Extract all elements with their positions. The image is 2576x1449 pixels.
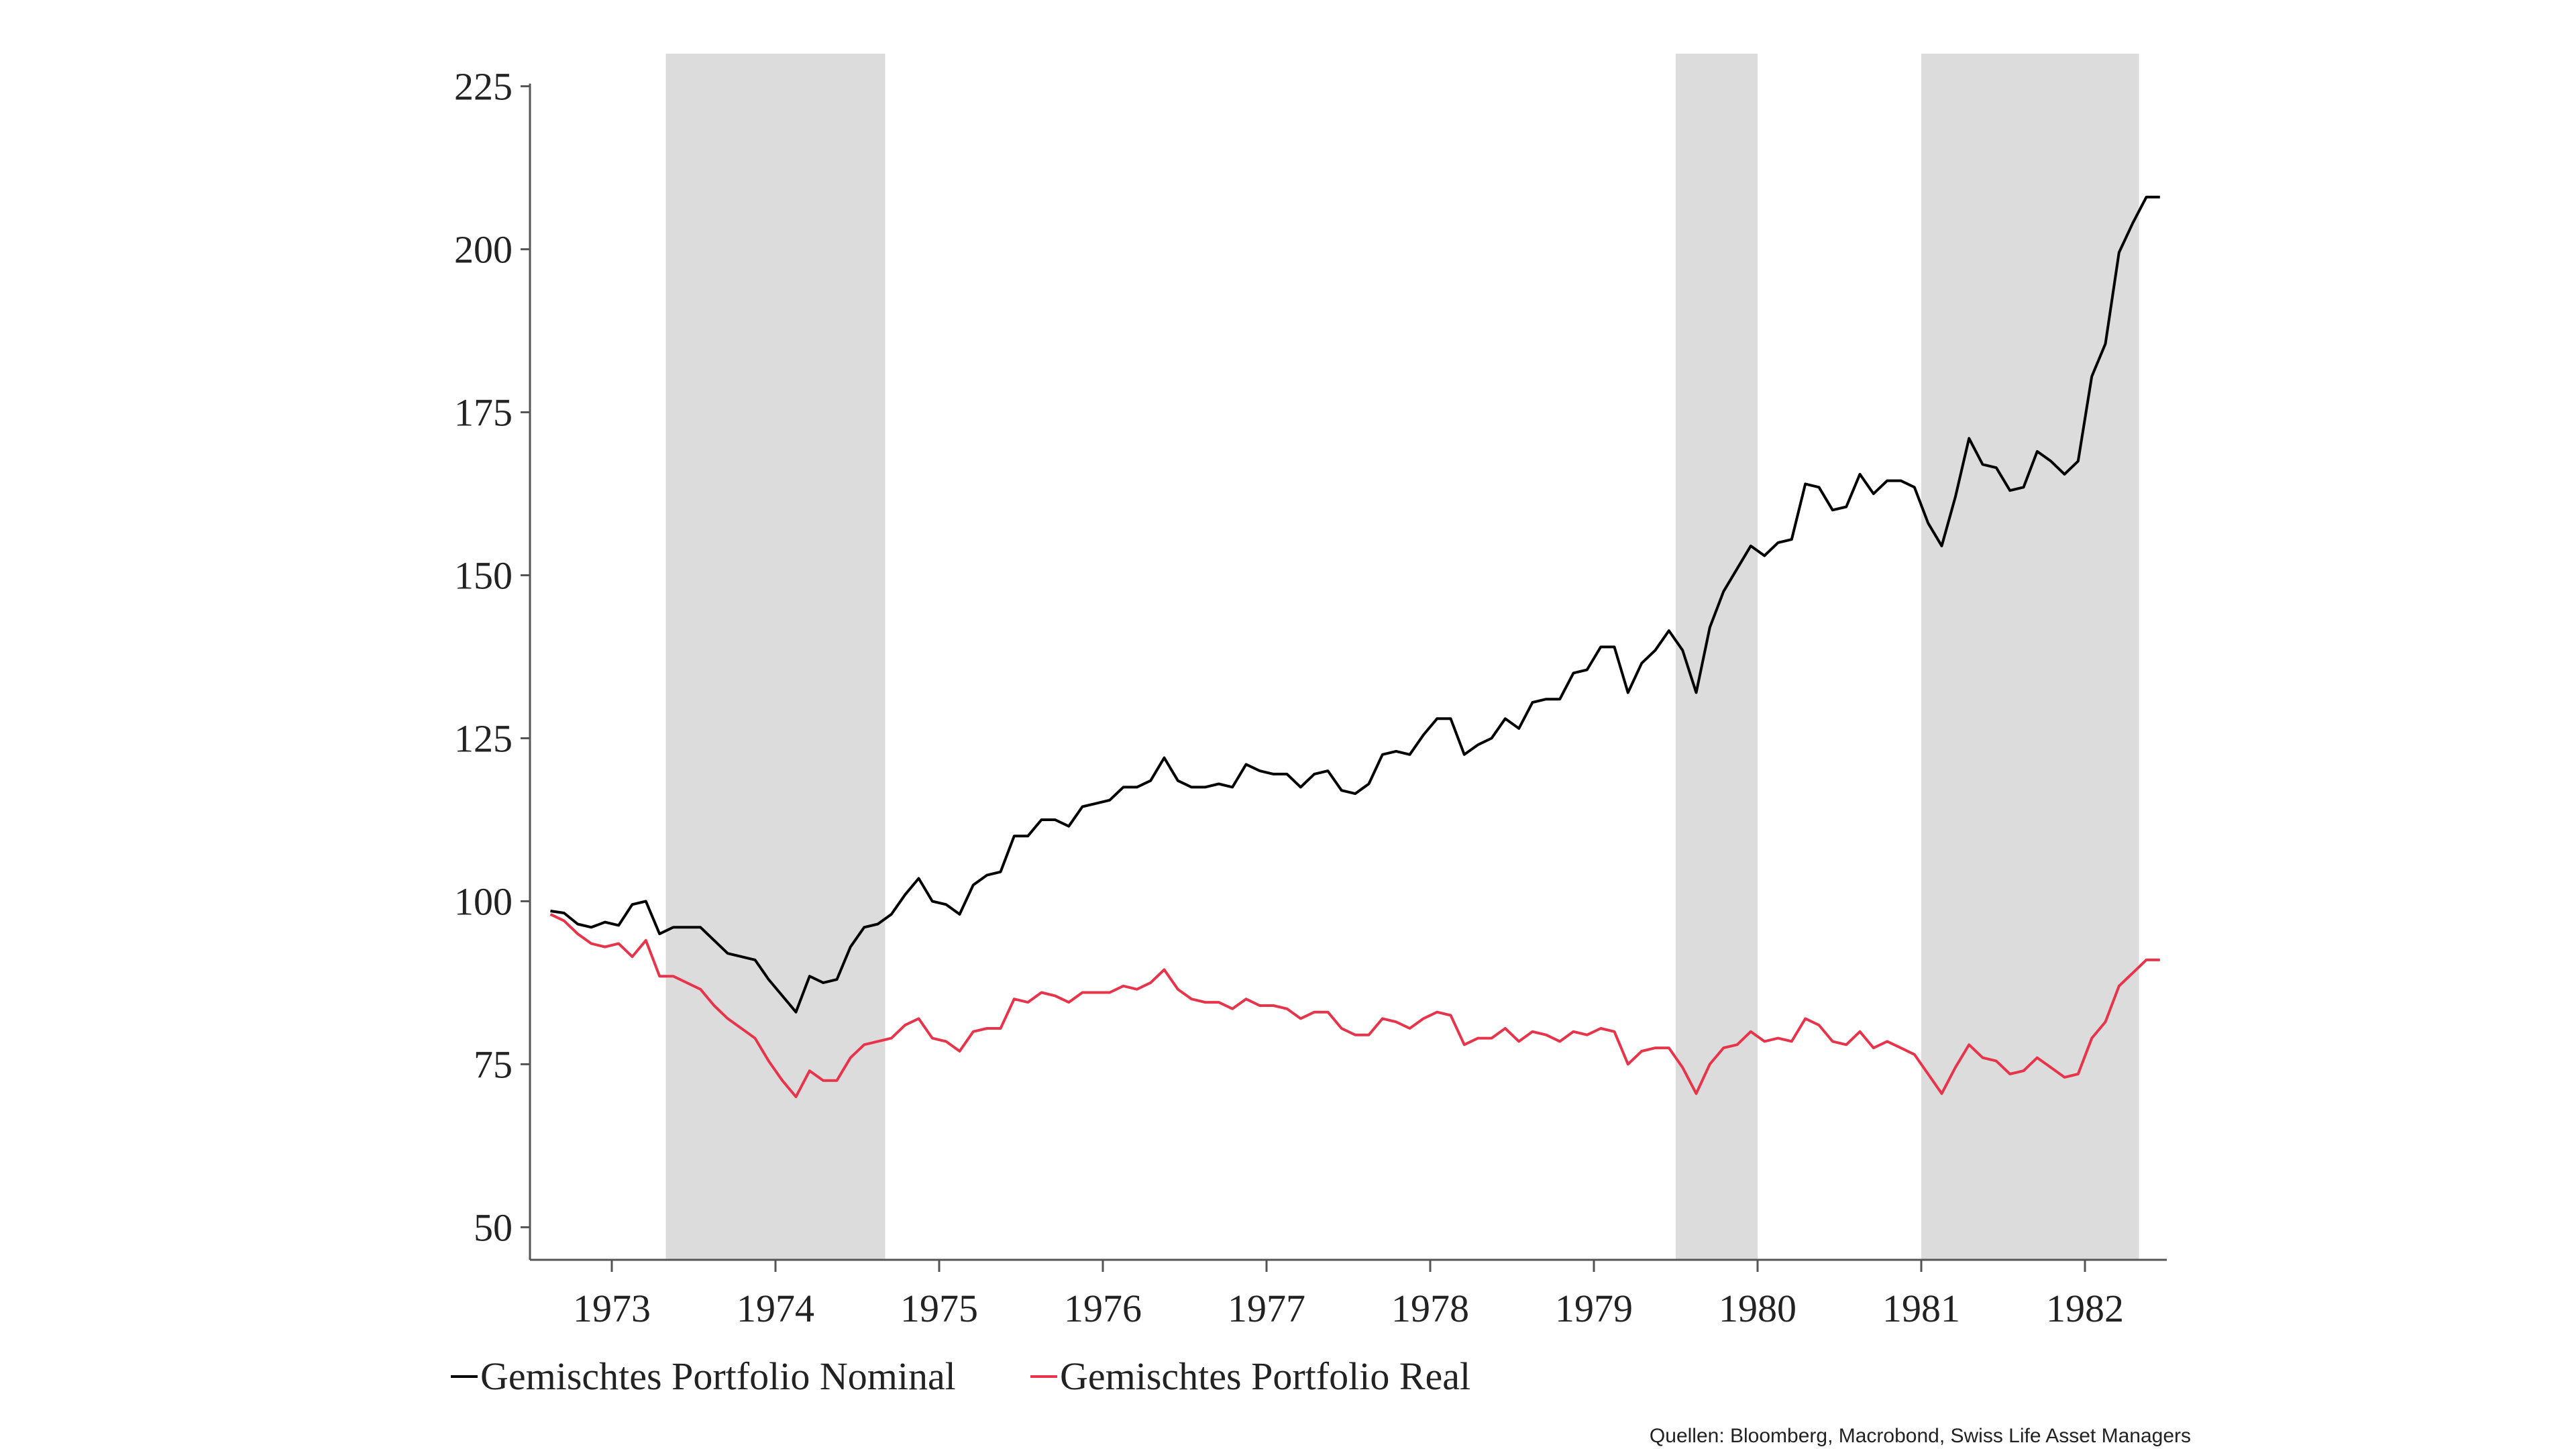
- series-line-nominal: [550, 195, 2160, 1014]
- x-tick-label: 1975: [900, 1287, 978, 1330]
- y-axis-ticks: 50 75 100 125 150 175 200 225: [454, 65, 530, 1249]
- x-tick-label: 1981: [1882, 1287, 1960, 1330]
- x-tick-label: 1976: [1064, 1287, 1142, 1330]
- y-tick-label: 175: [454, 391, 513, 435]
- shaded-period-0: [665, 54, 885, 1260]
- y-tick-label: 200: [454, 228, 513, 272]
- x-tick-label: 1982: [2046, 1287, 2124, 1330]
- x-tick-label: 1979: [1555, 1287, 1633, 1330]
- series-lines: [549, 195, 2160, 1098]
- legend: Gemischtes Portfolio Nominal Gemischtes …: [451, 1354, 1470, 1398]
- y-tick-label: 150: [454, 554, 513, 598]
- series-line-real: [549, 913, 2160, 1098]
- y-tick-label: 125: [454, 716, 513, 760]
- x-tick-label: 1978: [1391, 1287, 1469, 1330]
- x-tick-label: 1977: [1228, 1287, 1305, 1330]
- x-tick-label: 1973: [573, 1287, 651, 1330]
- shaded-period-1: [1676, 54, 1758, 1260]
- legend-label-real: Gemischtes Portfolio Real: [1060, 1354, 1470, 1398]
- shaded-period-2: [1921, 54, 2139, 1260]
- y-tick-label: 100: [454, 879, 513, 923]
- source-note: Quellen: Bloomberg, Macrobond, Swiss Lif…: [1650, 1425, 2191, 1447]
- x-tick-label: 1980: [1719, 1287, 1796, 1330]
- x-axis-ticks: 1973 1974 1975 1976 1977 1978 1979 1980 1981 1982: [573, 1260, 2124, 1330]
- x-tick-label: 1974: [737, 1287, 814, 1330]
- y-tick-label: 225: [454, 65, 513, 109]
- shaded-periods: [665, 54, 2139, 1260]
- y-tick-label: 75: [474, 1042, 513, 1086]
- y-tick-label: 50: [474, 1205, 513, 1249]
- legend-label-nominal: Gemischtes Portfolio Nominal: [480, 1354, 956, 1398]
